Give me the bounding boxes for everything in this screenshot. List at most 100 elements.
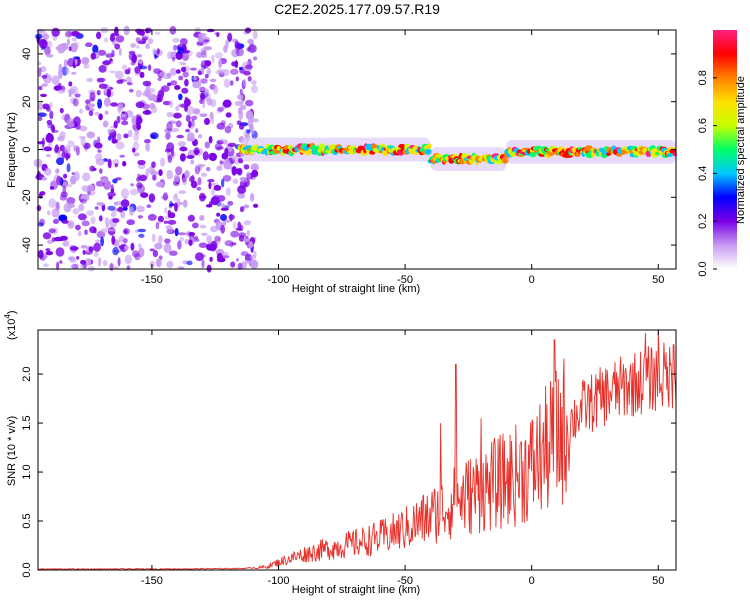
- spectrogram-cell: [80, 264, 86, 269]
- spectrogram-cell: [137, 159, 146, 166]
- spectrogram-cell: [252, 203, 259, 208]
- spectrogram-cell: [42, 263, 50, 268]
- spectrogram-cell: [213, 85, 219, 95]
- spectrogram-cell: [174, 202, 178, 212]
- spectrogram-cell: [122, 160, 127, 167]
- spectrogram-cell: [184, 105, 188, 112]
- spectrogram-cell: [109, 263, 114, 271]
- spectrogram-cell: [188, 121, 192, 128]
- spectrogram-cell: [245, 171, 251, 180]
- spectrogram-cell: [119, 154, 125, 158]
- spectrogram-cell: [94, 142, 103, 149]
- spectrogram-cell: [37, 222, 44, 227]
- spectrogram-cell: [47, 239, 54, 245]
- spectrogram-cell: [163, 76, 171, 80]
- colorbar: 0.0 0.2 0.4 0.6 0.8 Normalized spectral ampl…: [697, 30, 747, 277]
- spectrogram-cell: [67, 57, 76, 67]
- spectrogram-cell: [225, 219, 231, 223]
- spectrogram-cell: [175, 166, 183, 176]
- spectrogram-cell: [101, 178, 109, 183]
- spectrogram-cell: [177, 232, 187, 236]
- spectrogram-cell: [116, 115, 121, 124]
- spectrogram-cell: [85, 99, 91, 105]
- spectrogram-cell: [80, 245, 88, 249]
- spectrogram-y-ticks: -40 -20 0 20 40: [21, 48, 676, 253]
- spectrogram-cell: [115, 35, 125, 43]
- spectrogram-cell: [238, 123, 245, 130]
- spectrogram-cell: [224, 126, 232, 134]
- spectrogram-cell: [204, 60, 212, 67]
- spectrogram-cell: [252, 30, 258, 40]
- spectrogram-cell: [216, 165, 223, 171]
- spectrogram-cell: [250, 259, 259, 269]
- spectrogram-cell: [235, 168, 242, 175]
- spectrogram-cell: [186, 260, 193, 266]
- spectrogram-cell: [229, 80, 234, 86]
- spectrogram-cell: [66, 153, 71, 157]
- snr-multiplier-exp: 4: [3, 314, 12, 319]
- spectrogram-cell: [84, 258, 92, 266]
- spectrogram-cell: [92, 44, 99, 54]
- spectrogram-cell: [178, 190, 187, 194]
- spectrogram-cell: [45, 248, 51, 252]
- spectrogram-cell: [123, 25, 130, 36]
- spectrogram-cell: [153, 68, 162, 74]
- spectrogram-cell: [136, 123, 142, 130]
- spectrogram-cell: [130, 61, 136, 66]
- snr-y-axis-title: SNR (10 * v/v): [6, 416, 18, 486]
- spectrogram-cell: [186, 137, 196, 142]
- spectrogram-cell: [103, 180, 112, 190]
- spectrogram-cell: [224, 240, 234, 247]
- spectrogram-cell: [43, 146, 53, 152]
- spectrogram-cell: [144, 139, 151, 144]
- spectrogram-cell: [44, 167, 52, 176]
- spectrogram-cell: [147, 64, 152, 71]
- spectrogram-cell: [151, 233, 156, 243]
- spectrogram-cell: [170, 68, 177, 76]
- snr-frame: [37, 329, 677, 571]
- spectrogram-cell: [211, 54, 215, 64]
- spectrogram-cell: [38, 85, 43, 91]
- spectrogram-cell: [116, 133, 122, 141]
- spectrogram-cell: [187, 214, 195, 222]
- spectrogram-cell: [68, 46, 72, 51]
- spectrogram-cell: [199, 192, 206, 202]
- spectrogram-cell: [47, 132, 51, 138]
- spectrogram-cell: [177, 46, 184, 55]
- spectrogram-cell: [138, 174, 148, 182]
- spectrogram-cell: [237, 185, 247, 195]
- spectrogram-cell: [112, 159, 120, 166]
- spectrogram-cell: [135, 89, 142, 98]
- spectrogram-cell: [166, 111, 174, 118]
- spectrogram-cell: [136, 53, 143, 58]
- spectrogram-cell: [220, 214, 227, 221]
- spectrogram-cell: [201, 259, 205, 269]
- spectrogram-cell: [214, 235, 221, 242]
- spectrogram-x-tick-label: -50: [397, 274, 413, 286]
- spectrogram-cell: [234, 40, 239, 49]
- spectrogram-cell: [96, 202, 105, 206]
- spectrogram-cell: [124, 254, 132, 265]
- spectrogram-cell: [151, 161, 156, 168]
- spectrogram-cell: [201, 232, 208, 236]
- spectrogram-y-tick-label: 40: [21, 48, 33, 60]
- spectrogram-cell: [160, 157, 165, 167]
- spectrogram-cell: [118, 78, 127, 82]
- spectrogram-cell: [95, 158, 105, 166]
- spectrogram-cell: [228, 214, 235, 220]
- spectrogram-cell: [185, 128, 191, 133]
- spectrogram-cell: [123, 229, 128, 234]
- spectrogram-cell: [210, 188, 216, 196]
- spectrogram-cell: [107, 191, 116, 197]
- spectrogram-cell: [81, 220, 90, 227]
- spectrogram-cell: [192, 222, 199, 229]
- spectrogram-cell: [227, 142, 237, 147]
- spectrogram-cell: [100, 236, 104, 247]
- snr-y-ticks: 0.0 0.5 1.0 1.5 2.0: [21, 366, 676, 578]
- spectrogram-cell: [113, 120, 118, 129]
- spectrogram-cell: [46, 54, 54, 58]
- spectrogram-cell: [204, 141, 210, 149]
- spectrogram-x-ticks: -150 -100 -50 0 50: [141, 30, 664, 286]
- spectrogram-cell: [51, 75, 60, 85]
- spectrogram-cell: [73, 116, 81, 127]
